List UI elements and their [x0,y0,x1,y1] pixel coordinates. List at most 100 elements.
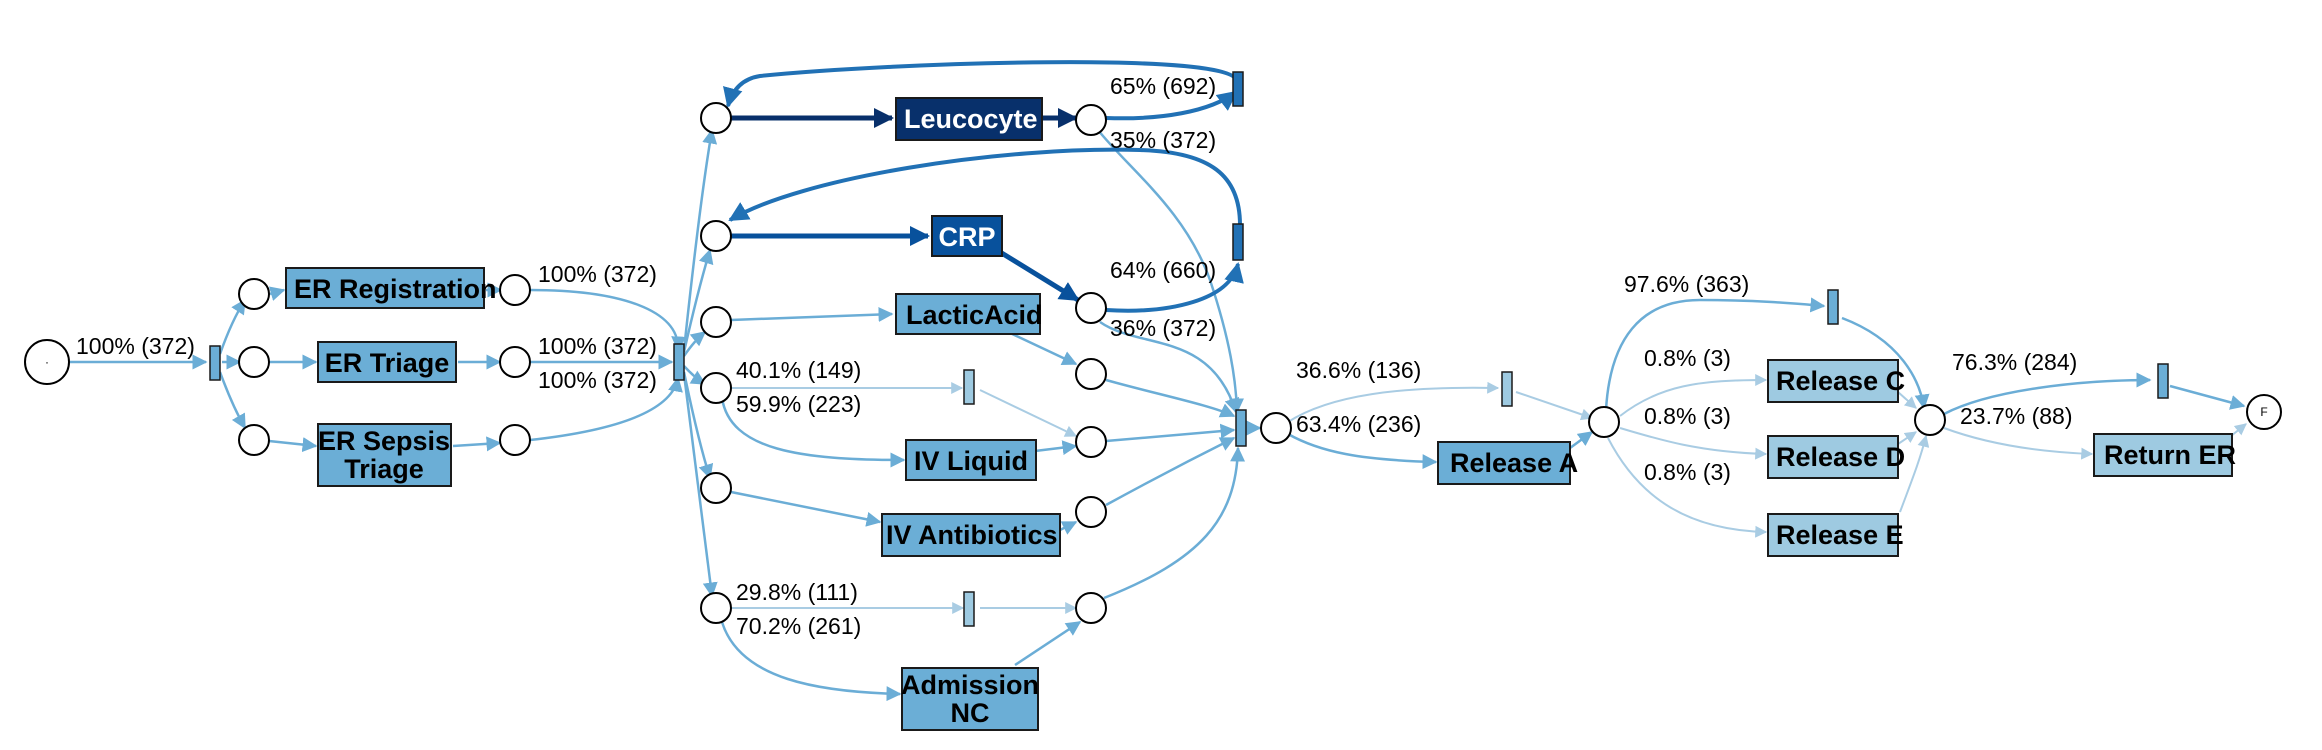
label-release-a: 63.4% (236) [1296,411,1421,437]
place-admission-out [1075,592,1107,624]
activity-iv-antibiotics-label: IV Antibiotics [886,520,1058,550]
edge-antibio-out [1059,520,1078,535]
start-place-label: · [45,355,49,369]
label-admission-do: 70.2% (261) [736,613,861,639]
activity-leucocytes-label: Leucocyte [904,104,1038,134]
places: · F [24,102,2282,624]
activity-admission-nc[interactable] [901,667,1039,731]
place-antibio-out [1075,496,1107,528]
label-crp-exit: 36% (372) [1110,315,1216,341]
label-liquid-skip: 40.1% (149) [736,357,861,383]
activity-lacticacid[interactable] [895,293,1041,335]
activity-er-registration[interactable] [285,267,485,309]
activity-release-e[interactable] [1767,513,1899,557]
activity-er-triage-label: ER Triage [325,348,450,378]
edge-admission-out [1014,620,1082,667]
activity-crp-label: CRP [938,222,995,252]
edge-leuco-to-loopbar [1105,90,1238,121]
edge-join-antibio [682,371,714,480]
activity-er-registration-label: ER Registration [294,274,497,304]
activity-er-triage[interactable] [317,341,457,383]
bar-admission-skip [963,591,975,627]
activity-admission-nc-label-1: Admission [901,670,1039,700]
edge-release-e-in [1607,437,1768,538]
edge-release-b-out [1841,316,1930,410]
label-admission-skip: 29.8% (111) [736,579,858,605]
activity-release-d[interactable] [1767,435,1899,479]
place-sepsis-out [499,424,531,456]
bar-start-split [209,345,221,381]
edge-liquid-skip-out [979,389,1078,437]
activity-lacticacid-label: LacticAcid [906,300,1043,330]
edge-join-admission [682,373,718,598]
edge-release-b-path [1604,297,1826,411]
label-leuco-loop: 65% (692) [1110,73,1216,99]
edge-p-join-3 [529,376,683,442]
label-sepsis-triage: 100% (372) [538,367,657,393]
place-liquid-out [1075,426,1107,458]
place-leuco-out [1075,104,1107,136]
activity-release-d-label: Release D [1776,442,1905,472]
activities: ER Registration ER Triage ER Sepsis Tria… [285,97,2236,731]
edge-release-a-out [1569,430,1594,450]
activity-iv-liquid-label: IV Liquid [914,446,1028,476]
bar-end-skip [2157,363,2169,399]
label-crp-loop: 64% (660) [1110,257,1216,283]
edge-join-leuco [682,128,718,351]
edges [70,60,2247,702]
place-crp-out [1075,292,1107,324]
edge-release-c-out [1897,391,1917,409]
label-release-e: 0.8% (3) [1644,459,1731,485]
label-release-skip: 36.6% (136) [1296,357,1421,383]
edge-admission-join [1103,446,1246,600]
start-place [24,339,70,385]
place-triage-in [238,346,270,378]
edge-labels: 100% (372) 100% (372) 100% (372) 100% (3… [76,73,2077,639]
edge-crp-out [998,249,1080,303]
edge-join-crp [682,248,714,353]
edge-release-e-out [1899,434,1930,513]
activity-release-c-label: Release C [1776,366,1905,396]
label-release-b-path: 97.6% (363) [1624,271,1749,297]
activity-iv-liquid[interactable] [905,439,1037,481]
edge-liquid-join [1105,423,1236,443]
place-leuco-in [700,102,732,134]
edge-leuco-exit [1097,129,1245,414]
edge-release-skip-out [1515,391,1594,421]
edge-p1-registration [268,286,286,301]
edge-antibio-in [730,490,882,527]
place-sepsis-in [238,424,270,456]
place-antibio-in [700,472,732,504]
activity-er-sepsis-triage[interactable] [317,423,452,487]
label-registration: 100% (372) [538,261,657,287]
label-release-c: 0.8% (3) [1644,345,1731,371]
edge-end-skip-out [2169,384,2246,410]
activity-release-c[interactable] [1767,359,1899,403]
place-crp-in [700,220,732,252]
edge-release-skip [1287,381,1500,423]
edge-crp-exit [1099,320,1240,414]
activity-er-sepsis-triage-label-1: ER Sepsis [318,426,450,456]
place-registration-in [238,278,270,310]
activity-release-a[interactable] [1437,441,1571,485]
activity-iv-antibiotics[interactable] [881,513,1061,557]
edge-crp-to-loopbar [1105,262,1244,313]
bars [209,71,2169,627]
end-place-label: F [2260,405,2267,419]
activity-release-a-label: Release A [1450,448,1578,478]
place-lactic-in [700,306,732,338]
place-release-mid [1588,406,1620,438]
activity-release-e-label: Release E [1776,520,1904,550]
edge-release-d-in [1619,427,1768,460]
edge-split-p1 [218,298,247,355]
label-triage: 100% (372) [538,333,657,359]
activity-crp[interactable] [931,215,1003,257]
edge-lactic-out [1007,330,1078,366]
edge-end-skip [1943,372,2152,416]
activity-return-er[interactable] [2093,433,2233,477]
bar-join-1 [673,343,685,381]
edge-release-d-out [1897,431,1917,445]
edge-leuco-loopback [723,60,1238,108]
activity-leucocytes[interactable] [895,97,1043,141]
